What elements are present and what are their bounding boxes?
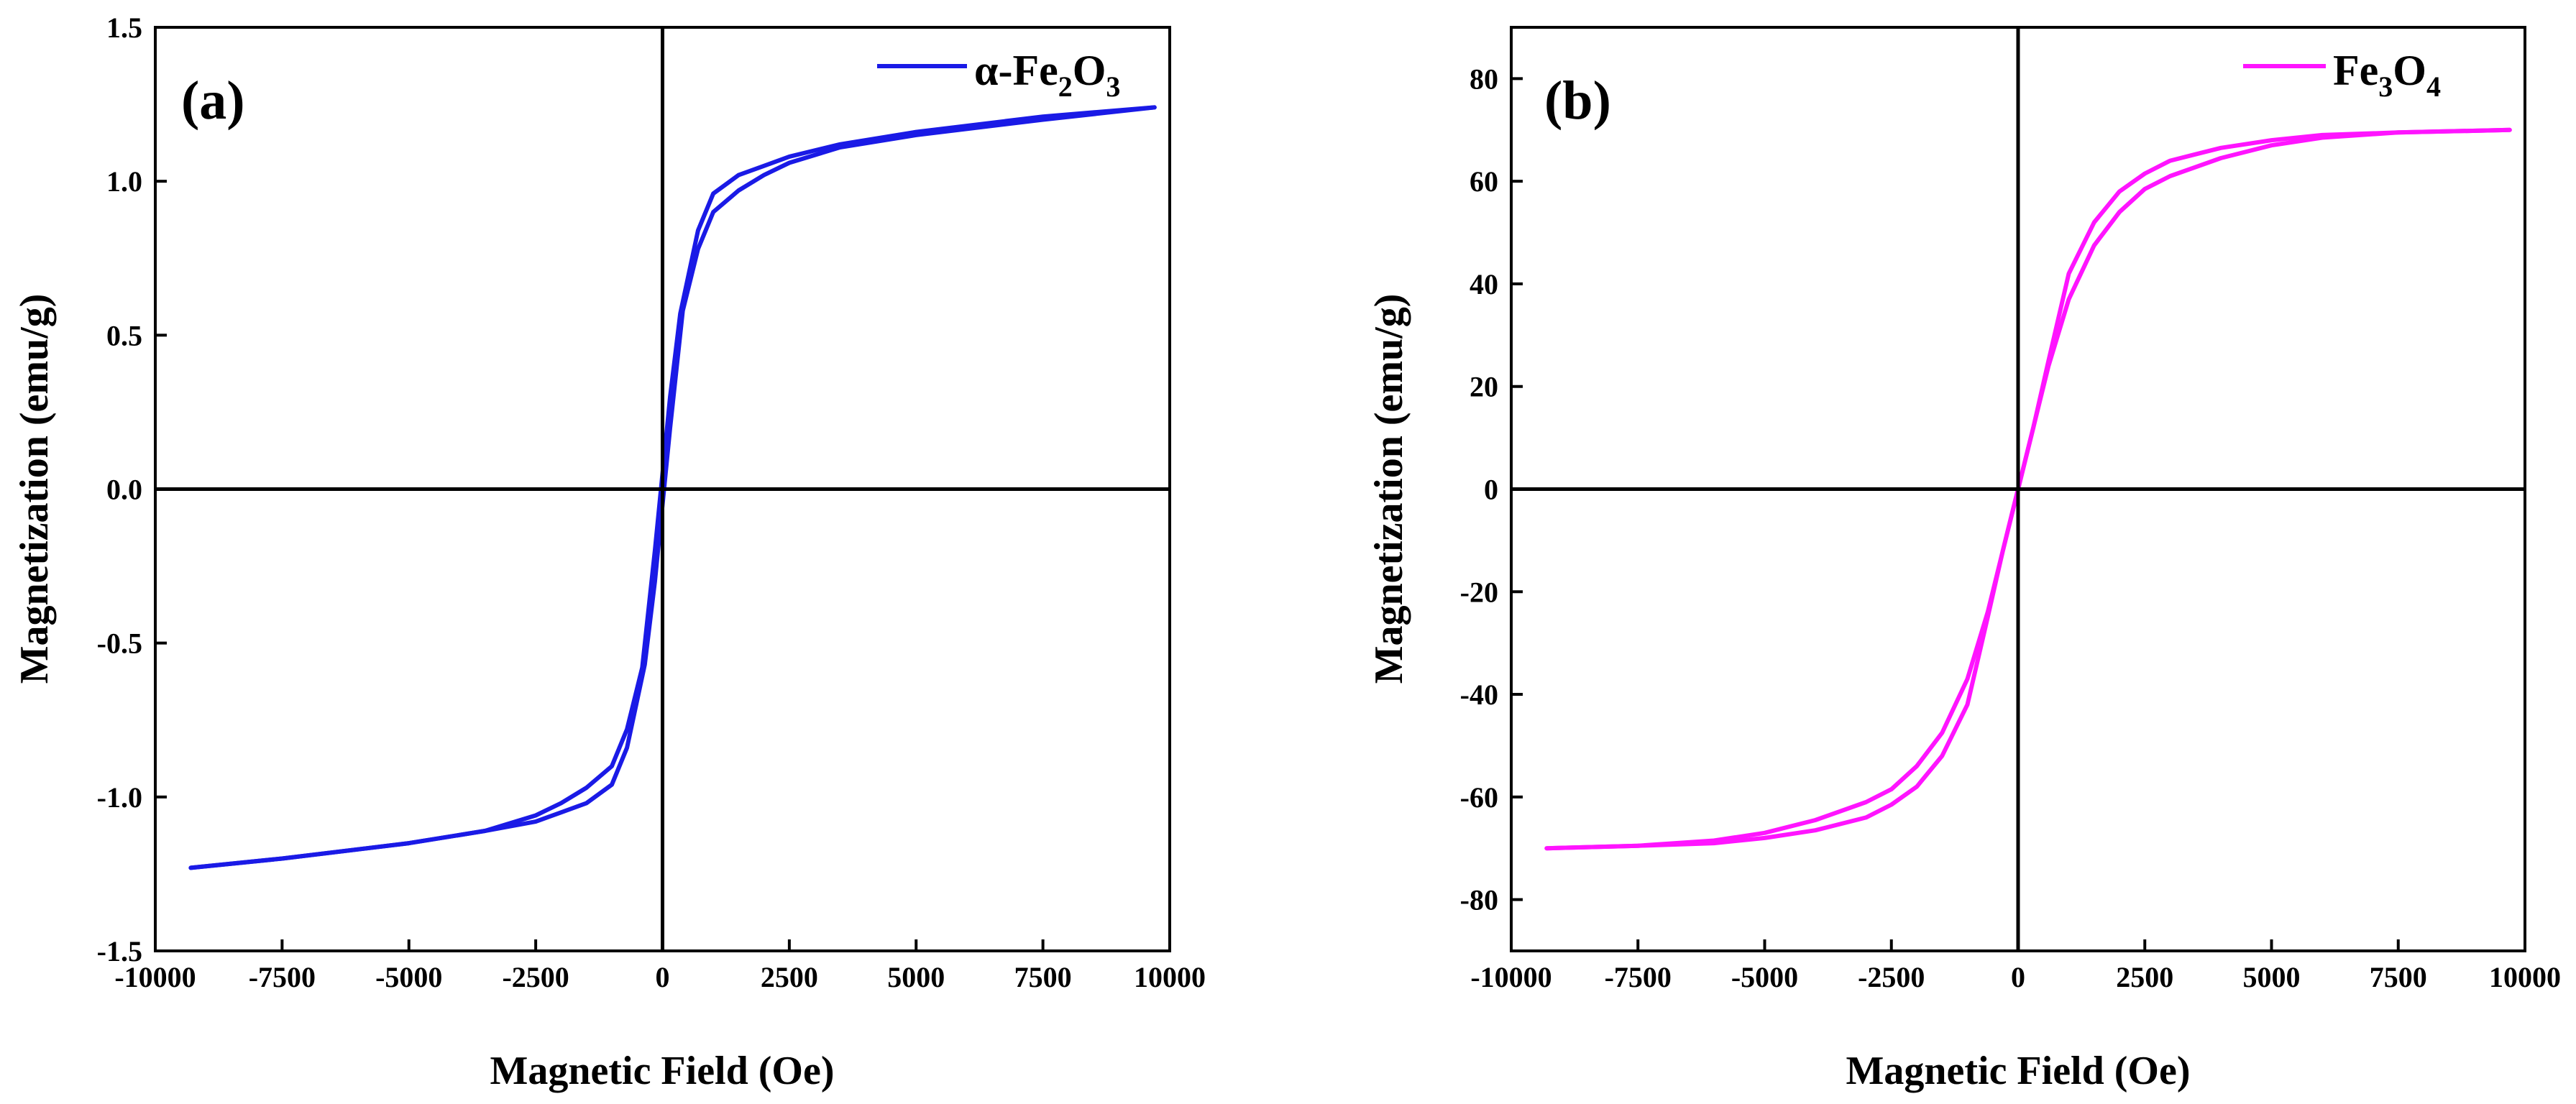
x-tick-label: -2500: [1858, 961, 1925, 993]
x-tick-label: -5000: [375, 961, 442, 993]
x-tick-label: 10000: [2489, 961, 2561, 993]
x-axis-label-b: Magnetic Field (Oe): [1846, 1049, 2191, 1093]
x-tick-label: 5000: [887, 961, 945, 993]
y-tick-label: 1.0: [106, 165, 142, 198]
x-tick-label: 5000: [2243, 961, 2301, 993]
x-tick-label: -7500: [249, 961, 316, 993]
legend-label-a: α-Fe2O3: [974, 47, 1120, 103]
x-tick-label: 10000: [1134, 961, 1206, 993]
x-tick-label: 7500: [1014, 961, 1072, 993]
y-tick-label: -1.5: [97, 935, 142, 967]
panel-a: -10000 -7500 -5000 -2500 0 2500 5000 7500 10000 …: [12, 12, 1206, 1093]
y-tick-label: -80: [1460, 884, 1498, 916]
panel-label-a: (a): [181, 70, 245, 131]
x-tick-label: 0: [656, 961, 670, 993]
y-axis-label-b: Magnetization (emu/g): [1367, 294, 1411, 684]
x-axis-label-a: Magnetic Field (Oe): [490, 1049, 835, 1093]
y-ticks-b: -80 -60 -40 -20 0 20 40 60 80: [1460, 63, 1523, 916]
y-tick-label: 0.5: [106, 319, 142, 351]
y-tick-label: 40: [1470, 268, 1498, 300]
panel-b: -10000 -7500 -5000 -2500 0 2500 5000 7500 10000 …: [1367, 26, 2561, 1093]
y-tick-label: 1.5: [106, 12, 142, 44]
zero-lines-a: [155, 27, 1170, 951]
x-tick-label: 7500: [2370, 961, 2427, 993]
legend-a: α-Fe2O3: [877, 47, 1120, 103]
x-tick-label: 2500: [2116, 961, 2173, 993]
x-tick-label: -2500: [502, 961, 569, 993]
x-tick-label: -10000: [114, 961, 196, 993]
x-ticks-b: -10000 -7500 -5000 -2500 0 2500 5000 7500 10000: [1470, 939, 2561, 993]
y-tick-label: 80: [1470, 63, 1498, 95]
x-tick-label: 2500: [761, 961, 818, 993]
y-tick-label: 60: [1470, 165, 1498, 198]
legend-label-b: Fe3O4: [2333, 47, 2441, 103]
y-tick-label: 0.0: [106, 474, 142, 506]
x-ticks-a: -10000 -7500 -5000 -2500 0 2500 5000 7500 10000: [114, 939, 1206, 993]
x-tick-label: 0: [2011, 961, 2025, 993]
x-tick-label: -5000: [1731, 961, 1798, 993]
x-tick-label: -10000: [1470, 961, 1551, 993]
y-tick-label: -60: [1460, 781, 1498, 814]
legend-b: Fe3O4: [2243, 47, 2441, 103]
zero-lines-b: [1511, 27, 2525, 951]
y-tick-label: -40: [1460, 678, 1498, 711]
panel-label-b: (b): [1544, 70, 1611, 131]
y-tick-label: -20: [1460, 576, 1498, 608]
y-tick-label: -1.0: [97, 781, 142, 814]
x-tick-label: -7500: [1605, 961, 1672, 993]
y-tick-label: -0.5: [97, 627, 142, 660]
y-tick-label: 20: [1470, 371, 1498, 403]
y-axis-label-a: Magnetization (emu/g): [12, 294, 57, 684]
y-ticks-a: -1.5 -1.0 -0.5 0.0 0.5 1.0 1.5: [97, 12, 167, 967]
y-tick-label: 0: [1484, 474, 1498, 506]
